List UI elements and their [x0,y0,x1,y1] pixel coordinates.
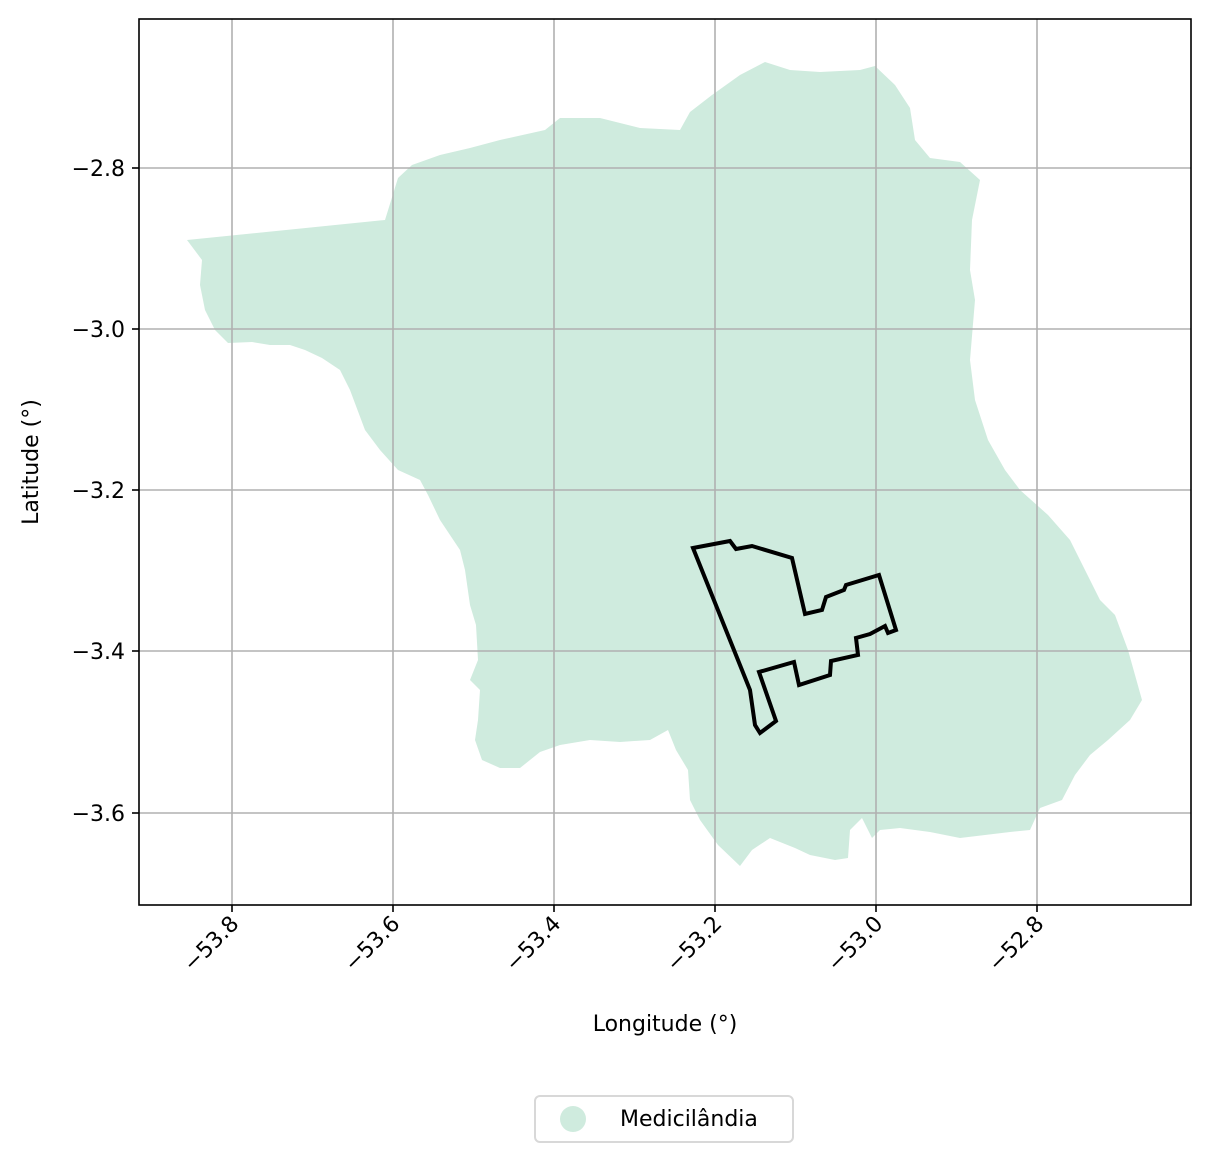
y-tick-label-3: −3.2 [72,479,125,504]
x-tick-label-4: −53.2 [662,912,727,977]
plot-area [139,19,1191,905]
y-tick-label-5: −3.6 [72,802,125,827]
x-tick-labels: −53.8 −53.6 −53.4 −53.2 −53.0 −52.8 [179,912,1049,977]
y-tick-label-2: −3.0 [72,318,125,343]
x-tick-marks [232,905,1037,912]
y-tick-label-4: −3.4 [72,640,125,665]
y-tick-marks [132,168,139,813]
legend: Medicilândia [534,1095,794,1143]
x-tick-label-2: −53.6 [340,912,405,977]
municipality-polygon [187,62,1142,866]
x-tick-label-6: −52.8 [984,912,1049,977]
y-axis-title: Latitude (°) [19,399,44,525]
x-tick-label-5: −53.0 [823,912,888,977]
x-tick-label-1: −53.8 [179,912,244,977]
y-tick-labels: −2.8 −3.0 −3.2 −3.4 −3.6 [72,157,125,827]
legend-swatch [560,1106,586,1132]
x-axis-title: Longitude (°) [593,1012,738,1037]
legend-label: Medicilândia [620,1107,758,1132]
x-tick-label-3: −53.4 [501,912,566,977]
y-tick-label-1: −2.8 [72,157,125,182]
